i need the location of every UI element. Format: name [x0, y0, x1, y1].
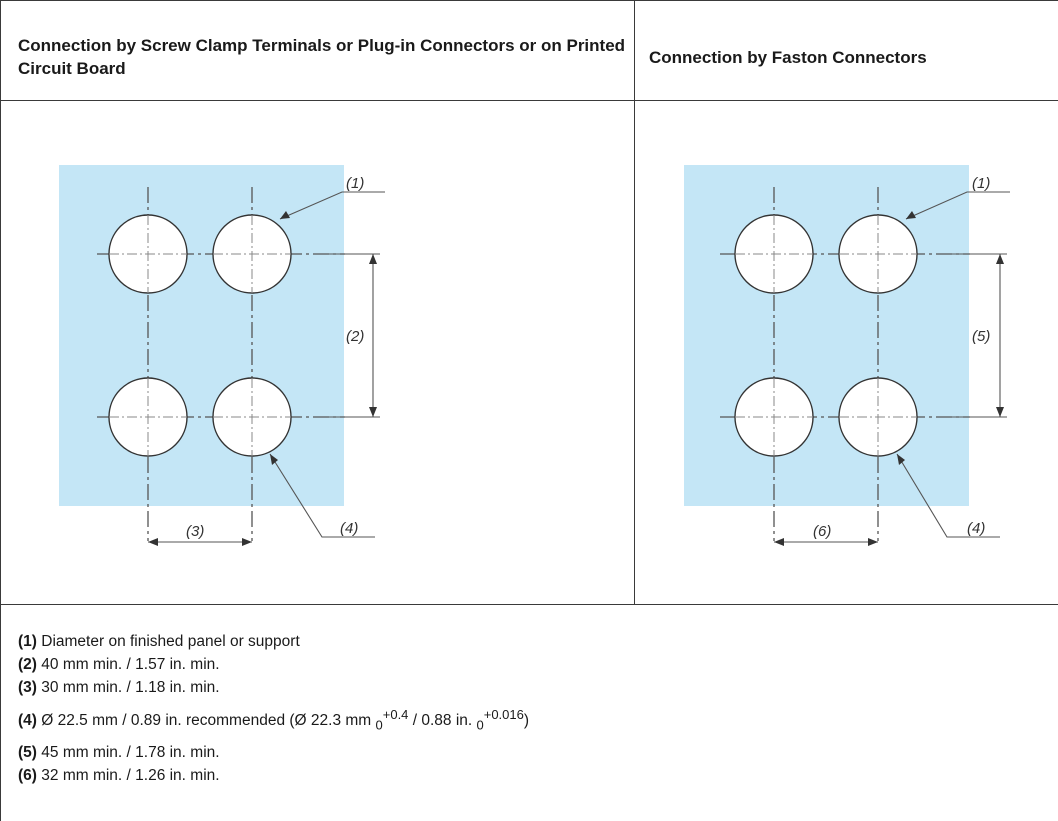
- header-divider: [0, 100, 1058, 101]
- callout-4: (4): [967, 520, 985, 537]
- legend-key: (6): [18, 767, 37, 785]
- legend-item-6: (6) 32 mm min. / 1.26 in. min.: [18, 764, 529, 787]
- column-header-faston: Connection by Faston Connectors: [649, 48, 927, 67]
- legend-key: (4): [18, 712, 37, 730]
- legend-text: 45 mm min. / 1.78 in. min.: [41, 744, 220, 762]
- panel-area: [684, 165, 969, 506]
- callout-1: (1): [972, 175, 990, 192]
- legend-item-3: (3) 30 mm min. / 1.18 in. min.: [18, 676, 529, 699]
- leader-line-hole: [896, 453, 1000, 538]
- tolerance-upper: +0.4: [382, 707, 409, 722]
- legend-text: ): [523, 712, 530, 730]
- legend-text: 32 mm min. / 1.26 in. min.: [41, 767, 220, 785]
- legend-text: / 0.88 in.: [408, 712, 477, 730]
- callout-1: (1): [346, 175, 364, 192]
- callout-4: (4): [340, 520, 358, 537]
- mounting-diagram-faston: (1) (5) (6) (4): [684, 165, 1010, 546]
- callout-2: (2): [346, 328, 364, 345]
- legend-key: (5): [18, 744, 37, 762]
- legend-text: 30 mm min. / 1.18 in. min.: [41, 679, 220, 696]
- leader-line-hole: [269, 453, 375, 538]
- callout-3: (3): [186, 523, 204, 540]
- table-border-top: [0, 0, 1058, 1]
- panel-area: [59, 165, 344, 506]
- legend: (1) Diameter on finished panel or suppor…: [18, 630, 529, 787]
- column-divider: [634, 0, 635, 604]
- tolerance-upper: +0.016: [483, 707, 524, 722]
- legend-key: (3): [18, 679, 37, 696]
- callout-5: (5): [972, 328, 990, 345]
- mounting-diagram-screw-clamp: (1) (2) (3) (4): [59, 165, 385, 546]
- table-border-left: [0, 0, 1, 821]
- legend-divider: [0, 604, 1058, 605]
- leader-line-diameter: [905, 191, 1010, 220]
- legend-key: (2): [18, 656, 37, 673]
- callout-6: (6): [813, 523, 831, 540]
- tolerance-lower: 0: [476, 717, 484, 733]
- legend-item-4: (4) Ø 22.5 mm / 0.89 in. recommended (Ø …: [18, 699, 529, 741]
- column-header-screw-clamp: Connection by Screw Clamp Terminals or P…: [18, 36, 626, 78]
- tolerance-lower: 0: [375, 717, 383, 733]
- legend-item-2: (2) 40 mm min. / 1.57 in. min.: [18, 653, 529, 676]
- legend-text: Diameter on finished panel or support: [41, 633, 300, 650]
- legend-item-1: (1) Diameter on finished panel or suppor…: [18, 630, 529, 653]
- legend-item-5: (5) 45 mm min. / 1.78 in. min.: [18, 741, 529, 764]
- legend-key: (1): [18, 633, 37, 650]
- legend-text: Ø 22.5 mm / 0.89 in. recommended (Ø 22.3…: [41, 712, 376, 730]
- leader-line-diameter: [279, 191, 385, 220]
- legend-text: 40 mm min. / 1.57 in. min.: [41, 656, 220, 673]
